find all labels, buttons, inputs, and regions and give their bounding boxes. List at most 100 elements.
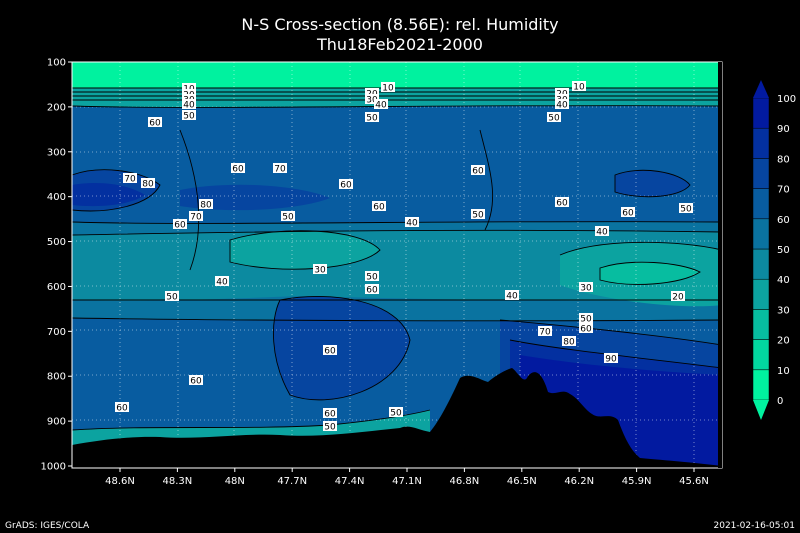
svg-text:40: 40: [506, 292, 518, 302]
colorbar-label: 70: [777, 185, 790, 196]
contour-label: 40: [505, 290, 519, 302]
svg-text:30: 30: [366, 96, 378, 106]
svg-text:60: 60: [556, 199, 568, 209]
y-tick-label: 200: [47, 102, 66, 113]
svg-text:40: 40: [556, 101, 568, 111]
field-band-top: [72, 87, 722, 108]
chart-subtitle: Thu18Feb2021-2000: [316, 35, 483, 54]
contour-label: 80: [199, 199, 213, 211]
colorbar-label: 0: [777, 396, 783, 407]
svg-text:70: 70: [190, 213, 202, 223]
contour-label: 40: [182, 99, 196, 111]
contour-label: 60: [173, 219, 187, 231]
contour-label: 50: [323, 421, 337, 433]
colorbar-segment: [752, 97, 770, 129]
colorbar-segment: [752, 278, 770, 310]
svg-text:30: 30: [580, 284, 592, 294]
svg-text:40: 40: [375, 101, 387, 111]
svg-text:60: 60: [373, 203, 385, 213]
contour-label: 60: [372, 201, 386, 213]
contour-label: 60: [621, 207, 635, 219]
colorbar-label: 20: [777, 336, 790, 347]
colorbar-segment: [752, 218, 770, 250]
contour-label: 50: [281, 211, 295, 223]
contour-label: 60: [231, 163, 245, 175]
svg-text:80: 80: [200, 201, 212, 211]
svg-text:50: 50: [366, 273, 378, 283]
x-tick-label: 48.6N: [105, 476, 135, 487]
contour-label: 60: [115, 402, 129, 414]
svg-text:60: 60: [622, 209, 634, 219]
svg-text:90: 90: [605, 355, 617, 365]
svg-text:50: 50: [366, 114, 378, 124]
terrain: [72, 368, 722, 468]
contour-label: 20: [671, 291, 685, 303]
svg-text:60: 60: [174, 221, 186, 231]
contour-label: 50: [182, 110, 196, 122]
svg-text:40: 40: [406, 219, 418, 229]
contour-label: 60: [339, 179, 353, 191]
contour-label: 70: [189, 211, 203, 223]
contour-label: 50: [579, 313, 593, 325]
x-tick-label: 48N: [225, 476, 245, 487]
svg-text:60: 60: [149, 119, 161, 129]
svg-text:50: 50: [472, 211, 484, 221]
contour-label: 40: [595, 226, 609, 238]
svg-text:60: 60: [232, 165, 244, 175]
colorbar-label: 60: [777, 215, 790, 226]
svg-text:60: 60: [190, 377, 202, 387]
y-tick-label: 1000: [41, 462, 66, 473]
svg-text:70: 70: [274, 165, 286, 175]
svg-text:80: 80: [563, 338, 575, 348]
svg-text:50: 50: [166, 293, 178, 303]
contour-label: 50: [365, 112, 379, 124]
colorbar-segment: [752, 158, 770, 189]
contour-label: 70: [123, 173, 137, 185]
colorbar-label: 40: [777, 275, 790, 286]
footer-left: GrADS: IGES/COLA: [5, 521, 90, 531]
contour-label: 10: [381, 82, 395, 94]
contour-label: 50: [547, 112, 561, 124]
svg-text:50: 50: [548, 114, 560, 124]
contour-label: 40: [555, 99, 569, 111]
x-tick-label: 46.2N: [564, 476, 594, 487]
colorbar-label: 50: [777, 245, 790, 256]
contour-label: 60: [555, 197, 569, 209]
contour-label: 40: [374, 99, 388, 111]
svg-text:40: 40: [216, 278, 228, 288]
colorbar-label: 10: [777, 366, 790, 377]
y-tick-label: 800: [47, 372, 66, 383]
x-tick-label: 47.1N: [392, 476, 422, 487]
field-blob-upper-left-core: [72, 183, 145, 207]
contour-label: 60: [323, 408, 337, 420]
contour-label: 50: [165, 291, 179, 303]
colorbar-label: 90: [777, 124, 790, 135]
y-tick-label: 600: [47, 282, 66, 293]
field-dry-top: [72, 62, 722, 90]
x-tick-label: 48.3N: [163, 476, 193, 487]
field-blob-upper-mid: [180, 184, 330, 211]
contour-label: 60: [365, 284, 379, 296]
svg-text:50: 50: [282, 213, 294, 223]
svg-text:60: 60: [580, 325, 592, 335]
y-tick-label: 700: [47, 327, 66, 338]
x-tick-label: 47.4N: [335, 476, 365, 487]
y-tick-label: 100: [47, 58, 66, 69]
contour-label: 30: [579, 282, 593, 294]
contour-label: 50: [679, 203, 693, 215]
svg-text:70: 70: [124, 175, 136, 185]
colorbar: 0 10 20 30 40 50 60 70 80 90 100: [752, 80, 796, 420]
svg-text:50: 50: [390, 409, 402, 419]
svg-text:60: 60: [366, 286, 378, 296]
svg-text:60: 60: [324, 410, 336, 420]
contour-label: 70: [273, 163, 287, 175]
svg-text:60: 60: [472, 167, 484, 177]
svg-text:60: 60: [116, 404, 128, 414]
contour-label: 50: [365, 271, 379, 283]
x-tick-label: 45.6N: [679, 476, 709, 487]
right-edge-strip: [718, 62, 722, 468]
svg-text:70: 70: [539, 328, 551, 338]
field-dry-mid-right-core: [600, 262, 700, 285]
colorbar-segment: [752, 369, 770, 401]
